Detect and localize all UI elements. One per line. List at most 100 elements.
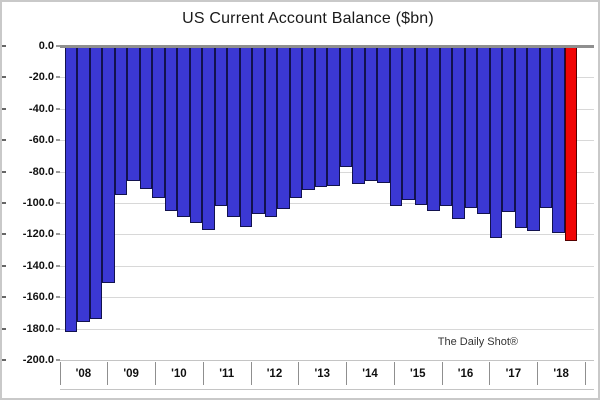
bar-2010Q1 <box>164 46 177 211</box>
bar-2015Q1 <box>414 46 427 205</box>
bar-2014Q1 <box>364 46 377 182</box>
y-axis-tick-label: -140.0 <box>22 259 54 272</box>
y-axis-tick-label: -100.0 <box>22 197 54 209</box>
y-axis-edge-tick <box>2 45 6 47</box>
bar-2012Q1 <box>264 46 277 218</box>
y-axis-tick <box>56 76 60 79</box>
bar-2009Q2 <box>127 46 140 182</box>
bar-2016Q1 <box>464 46 477 208</box>
x-axis-top-line <box>59 360 594 361</box>
bar-2010Q4 <box>202 46 215 230</box>
y-axis-edge-tick <box>2 264 6 267</box>
bar-2014Q3 <box>389 46 402 207</box>
y-axis-tick-label: -40.0 <box>28 102 54 115</box>
x-axis-year-label: '12 <box>266 368 283 380</box>
y-axis-tick <box>56 264 60 267</box>
bar-2018Q1 <box>564 46 577 241</box>
gridline <box>60 265 594 267</box>
y-axis-tick-label: -20.0 <box>28 71 54 84</box>
y-axis-tick-label: -60.0 <box>28 134 54 147</box>
gridline <box>60 297 594 299</box>
y-axis-tick-label: -120.0 <box>22 228 54 241</box>
bar-2015Q4 <box>452 46 465 219</box>
year-separator <box>441 362 443 385</box>
bar-2008Q3 <box>89 46 102 320</box>
bar-2012Q3 <box>289 46 302 199</box>
bar-2013Q4 <box>352 46 365 185</box>
x-axis-year-label: '10 <box>171 368 187 380</box>
y-axis-edge-tick <box>2 76 6 79</box>
y-axis-tick <box>56 296 60 299</box>
y-axis-edge-tick <box>2 359 6 361</box>
bar-2017Q4 <box>552 46 565 233</box>
y-axis-tick <box>56 139 60 142</box>
y-axis-tick-label: -80.0 <box>28 165 54 178</box>
x-axis-year-label: '18 <box>553 368 569 380</box>
year-separator <box>155 362 157 385</box>
y-axis-tick <box>56 327 60 330</box>
y-axis-edge-tick <box>2 170 6 173</box>
bar-2015Q3 <box>439 46 452 207</box>
y-axis-tick <box>56 107 60 110</box>
bar-2013Q2 <box>327 46 340 186</box>
x-axis-year-label: '11 <box>219 368 235 380</box>
gridline <box>60 328 594 330</box>
x-axis-bottom-line <box>59 389 594 390</box>
year-separator <box>202 362 204 385</box>
year-separator <box>298 362 300 385</box>
x-axis-year-label: '16 <box>457 368 474 380</box>
year-separator <box>489 362 491 385</box>
bar-2011Q3 <box>239 46 252 227</box>
bar-2013Q1 <box>314 46 327 188</box>
bar-2010Q3 <box>189 46 202 224</box>
y-axis-edge-tick <box>2 296 6 299</box>
bar-2009Q1 <box>114 46 127 196</box>
bar-2013Q3 <box>339 46 352 167</box>
bar-2011Q2 <box>227 46 240 218</box>
x-axis-year-label: '14 <box>362 368 378 380</box>
bar-2016Q3 <box>489 46 502 238</box>
y-axis-edge-tick <box>2 202 6 204</box>
year-separator <box>250 362 252 385</box>
year-separator <box>537 362 539 385</box>
y-axis-tick <box>56 233 60 236</box>
bar-2015Q2 <box>427 46 440 211</box>
year-separator <box>346 362 348 385</box>
year-separator <box>107 362 109 385</box>
bar-2010Q2 <box>177 46 190 218</box>
x-axis-year-label: '08 <box>75 368 92 380</box>
y-axis-tick-label: 0.0 <box>38 40 54 52</box>
y-axis-tick <box>56 359 60 361</box>
bar-2014Q2 <box>377 46 390 183</box>
y-axis-tick <box>56 170 60 173</box>
y-axis-edge-tick <box>2 139 6 142</box>
bar-2009Q3 <box>139 46 152 189</box>
bar-2017Q3 <box>539 46 552 208</box>
zero-axis-line <box>60 45 594 48</box>
gridline <box>60 234 594 236</box>
bar-2009Q4 <box>152 46 165 199</box>
bar-2014Q4 <box>402 46 415 200</box>
watermark: The Daily Shot® <box>437 336 518 348</box>
bar-2008Q1 <box>64 46 77 332</box>
bar-2011Q4 <box>252 46 265 214</box>
y-axis-edge-tick <box>2 327 6 330</box>
year-separator <box>585 362 586 385</box>
x-axis-year-label: '15 <box>410 368 426 380</box>
gridline <box>60 203 594 204</box>
bar-2016Q4 <box>502 46 515 213</box>
y-axis-tick <box>56 45 60 47</box>
y-axis-tick <box>56 202 60 204</box>
year-separator <box>393 362 395 385</box>
bar-2011Q1 <box>214 46 227 207</box>
bar-2012Q4 <box>302 46 315 191</box>
x-axis-year-label: '17 <box>505 368 522 380</box>
chart-title: US Current Account Balance ($bn) <box>182 10 434 27</box>
x-axis-year-label: '13 <box>314 368 330 380</box>
y-axis-edge-tick <box>2 233 6 236</box>
y-axis-tick-label: -200.0 <box>22 354 54 366</box>
bar-2017Q1 <box>514 46 527 229</box>
bar-2017Q2 <box>527 46 540 232</box>
y-axis-edge-tick <box>2 107 6 110</box>
